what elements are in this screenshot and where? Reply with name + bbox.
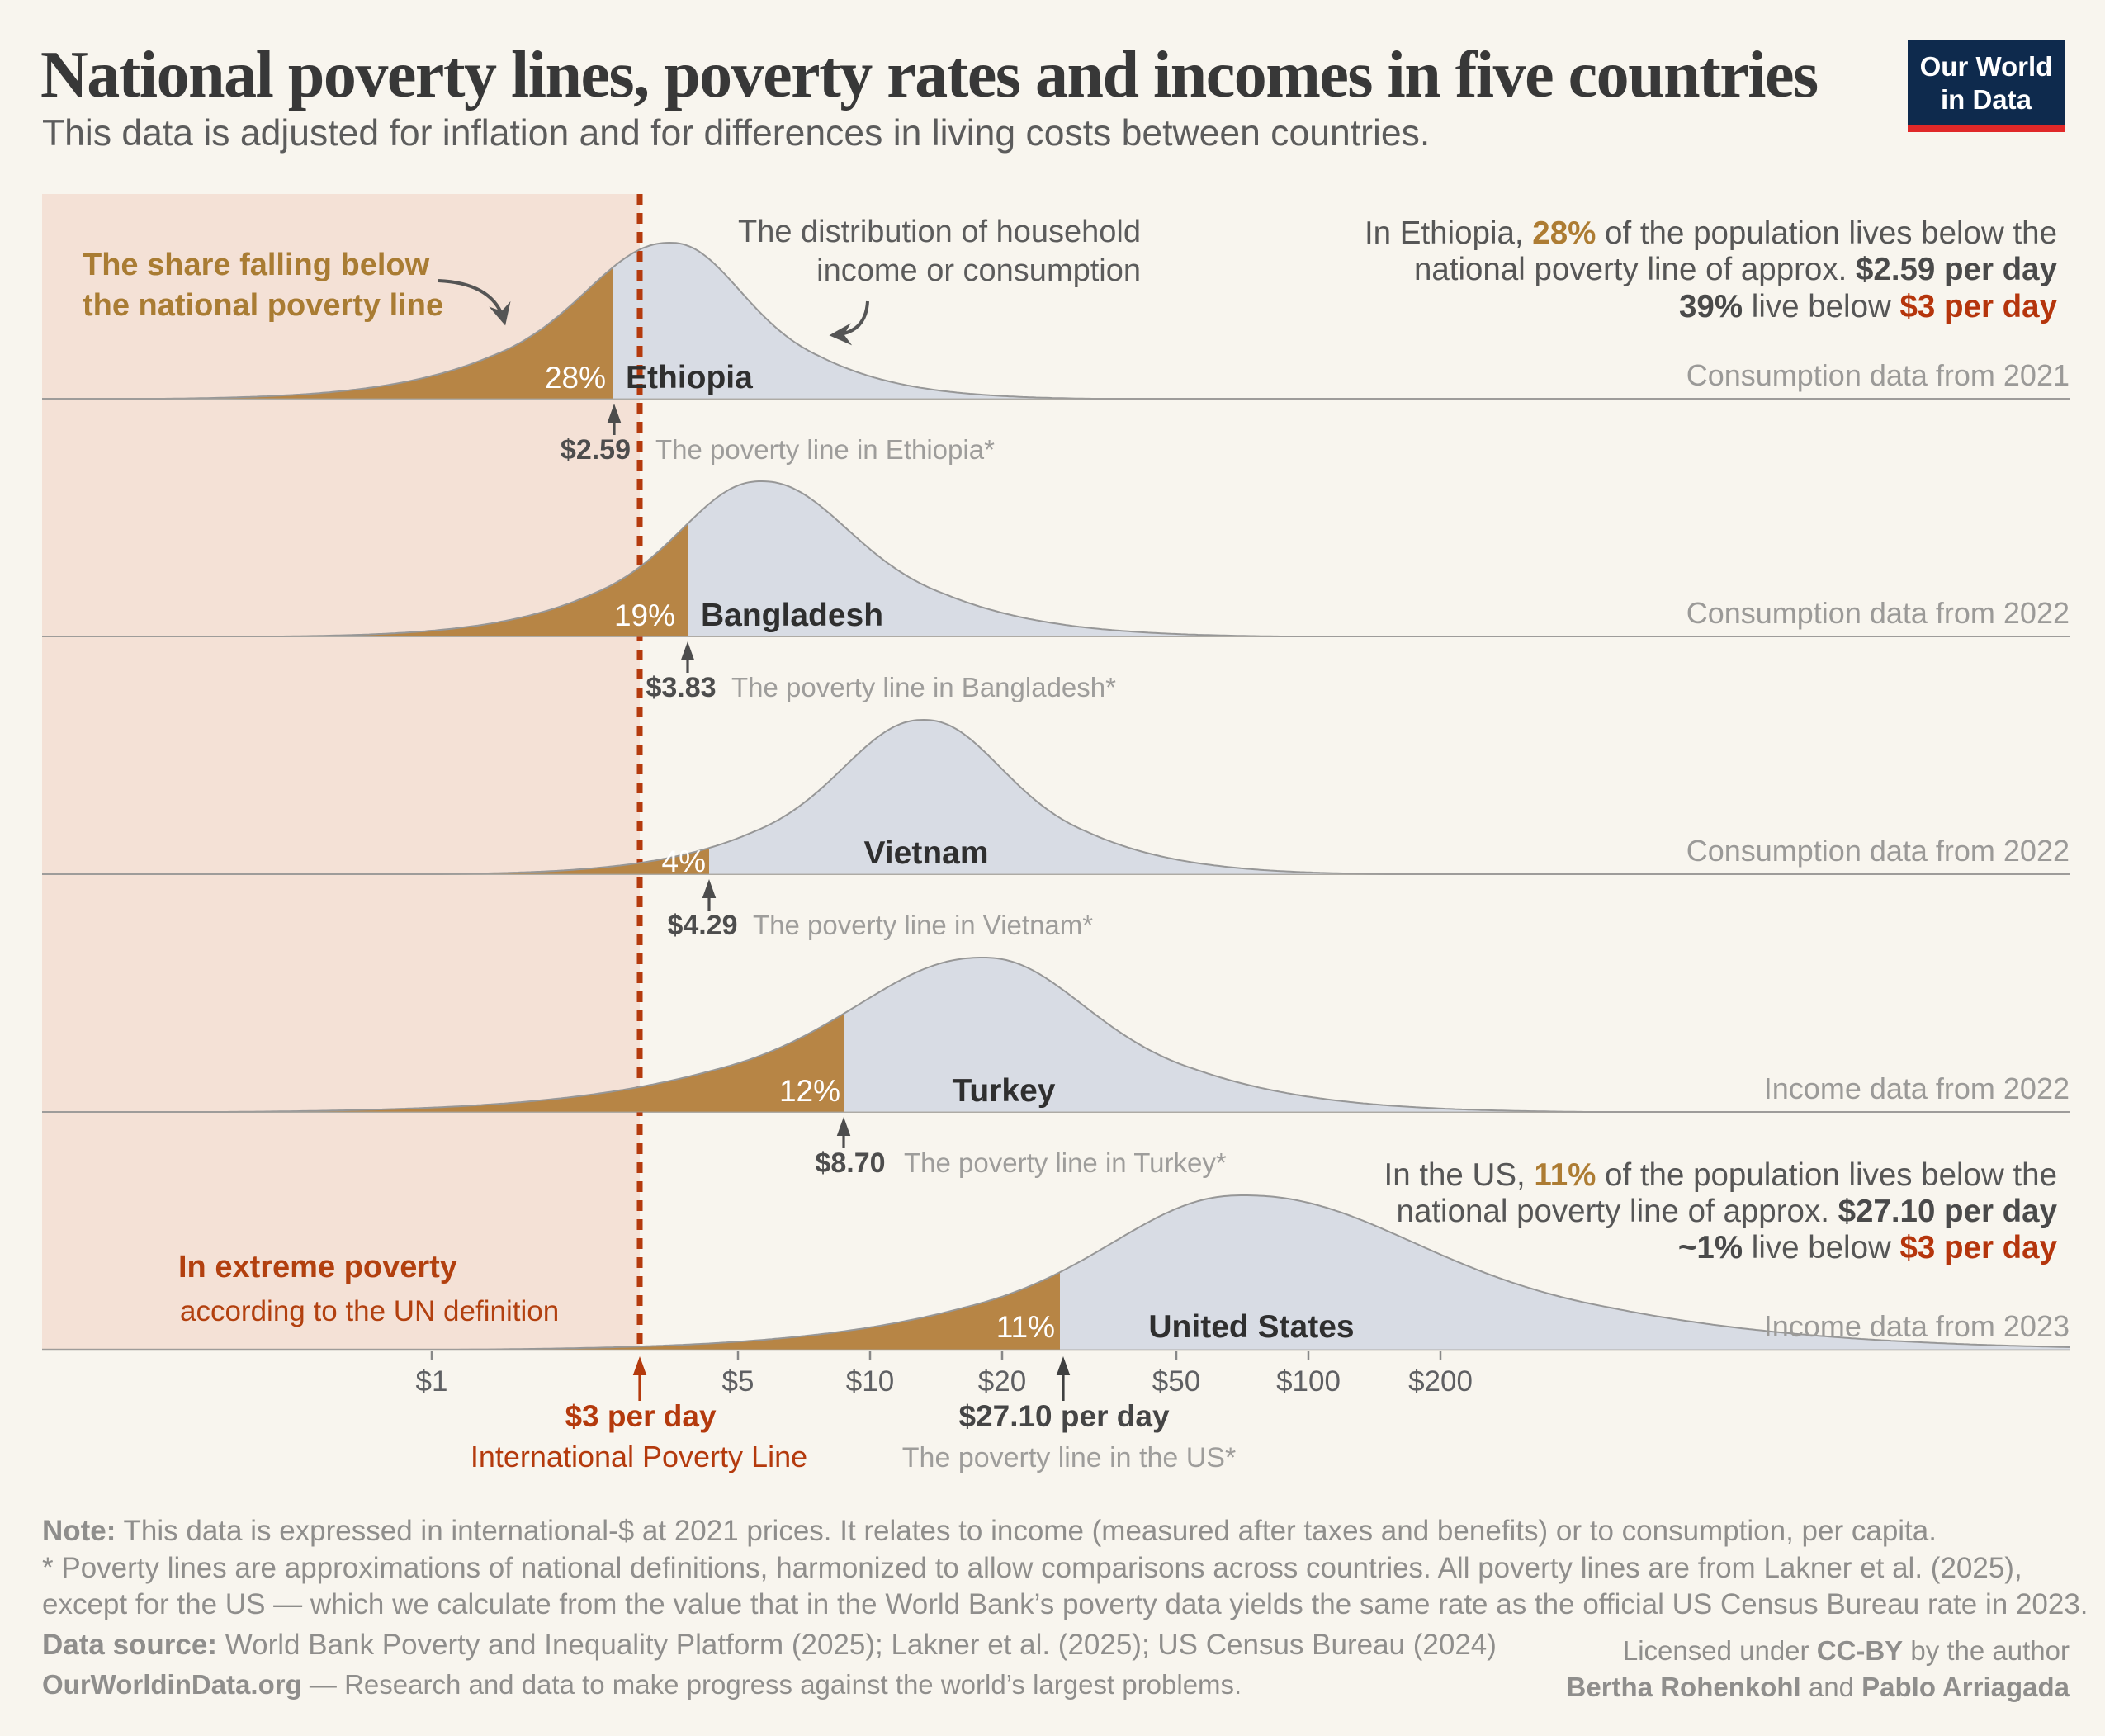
svg-text:National poverty lines, povert: National poverty lines, poverty rates an… [40,39,1818,111]
svg-text:the national poverty line: the national poverty line [83,288,443,323]
svg-text:Bangladesh: Bangladesh [701,598,883,633]
svg-text:Income data from 2023: Income data from 2023 [1764,1309,2070,1343]
svg-text:28%: 28% [545,361,606,395]
svg-text:except for the US — which we c: except for the US — which we calculate f… [42,1588,2088,1620]
svg-text:11%: 11% [996,1310,1055,1344]
svg-text:$10: $10 [846,1365,894,1398]
svg-text:The poverty line in Vietnam*: The poverty line in Vietnam* [753,910,1093,940]
svg-text:In the US, 11% of the populati: In the US, 11% of the population lives b… [1384,1157,2057,1193]
svg-text:Income data from 2022: Income data from 2022 [1764,1071,2070,1105]
svg-text:Turkey: Turkey [953,1073,1056,1109]
svg-text:national poverty line of appro: national poverty line of approx. $2.59 p… [1414,252,2058,287]
svg-text:$200: $200 [1408,1365,1473,1398]
svg-text:Bertha Rohenkohl and Pablo Arr: Bertha Rohenkohl and Pablo Arriagada [1567,1672,2070,1702]
svg-text:International Poverty Line: International Poverty Line [471,1440,807,1473]
svg-text:United States: United States [1148,1309,1354,1345]
svg-text:The share falling below: The share falling below [83,248,430,282]
svg-text:* Poverty lines are approximat: * Poverty lines are approximations of na… [42,1552,2022,1584]
svg-text:19%: 19% [614,598,675,632]
svg-text:The poverty line in the US*: The poverty line in the US* [902,1442,1236,1473]
svg-text:OurWorldinData.org — Research: OurWorldinData.org — Research and data t… [42,1669,1242,1700]
svg-text:Consumption data from 2021: Consumption data from 2021 [1686,358,2070,392]
svg-text:$4.29: $4.29 [667,910,737,941]
svg-text:$3 per day: $3 per day [565,1399,716,1433]
svg-text:$20: $20 [978,1365,1026,1398]
svg-text:12%: 12% [779,1074,840,1108]
svg-text:Our World: Our World [1920,51,2053,82]
svg-text:The distribution of household: The distribution of household [738,215,1141,249]
svg-text:according to the UN definition: according to the UN definition [180,1295,559,1327]
svg-text:in Data: in Data [1941,84,2032,115]
svg-text:This data is adjusted for infl: This data is adjusted for inflation and … [42,113,1430,154]
svg-text:$50: $50 [1152,1365,1200,1398]
svg-text:income or consumption: income or consumption [816,253,1141,288]
svg-text:Vietnam: Vietnam [863,835,988,871]
svg-text:$27.10 per day: $27.10 per day [958,1399,1169,1433]
svg-text:4%: 4% [662,844,706,878]
svg-text:$1: $1 [416,1365,448,1398]
svg-text:The poverty line in Turkey*: The poverty line in Turkey* [904,1147,1227,1178]
svg-text:national poverty line of appro: national poverty line of approx. $27.10 … [1397,1194,2058,1229]
svg-text:$2.59: $2.59 [561,434,631,466]
svg-text:39% live below $3 per day: 39% live below $3 per day [1679,289,2058,324]
svg-text:Consumption data from 2022: Consumption data from 2022 [1686,596,2070,630]
svg-text:$5: $5 [722,1365,754,1398]
svg-text:$3.83: $3.83 [646,672,716,703]
svg-text:Consumption data from 2022: Consumption data from 2022 [1686,834,2070,868]
svg-text:Data source: World Bank Povert: Data source: World Bank Poverty and Ineq… [42,1629,1497,1661]
svg-text:Licensed under CC-BY by the au: Licensed under CC-BY by the author [1623,1635,2070,1666]
svg-text:Note: This data is expressed i: Note: This data is expressed in internat… [42,1515,1937,1547]
svg-text:Ethiopia: Ethiopia [626,360,753,395]
svg-text:~1% live below $3 per day: ~1% live below $3 per day [1678,1230,2058,1265]
svg-text:The poverty line in Bangladesh: The poverty line in Bangladesh* [731,672,1116,702]
svg-text:In Ethiopia, 28% of the popula: In Ethiopia, 28% of the population lives… [1365,215,2057,251]
svg-text:In extreme poverty: In extreme poverty [178,1250,457,1284]
svg-text:The poverty line in Ethiopia*: The poverty line in Ethiopia* [655,434,995,465]
svg-text:$100: $100 [1276,1365,1341,1398]
svg-text:$8.70: $8.70 [815,1147,885,1179]
